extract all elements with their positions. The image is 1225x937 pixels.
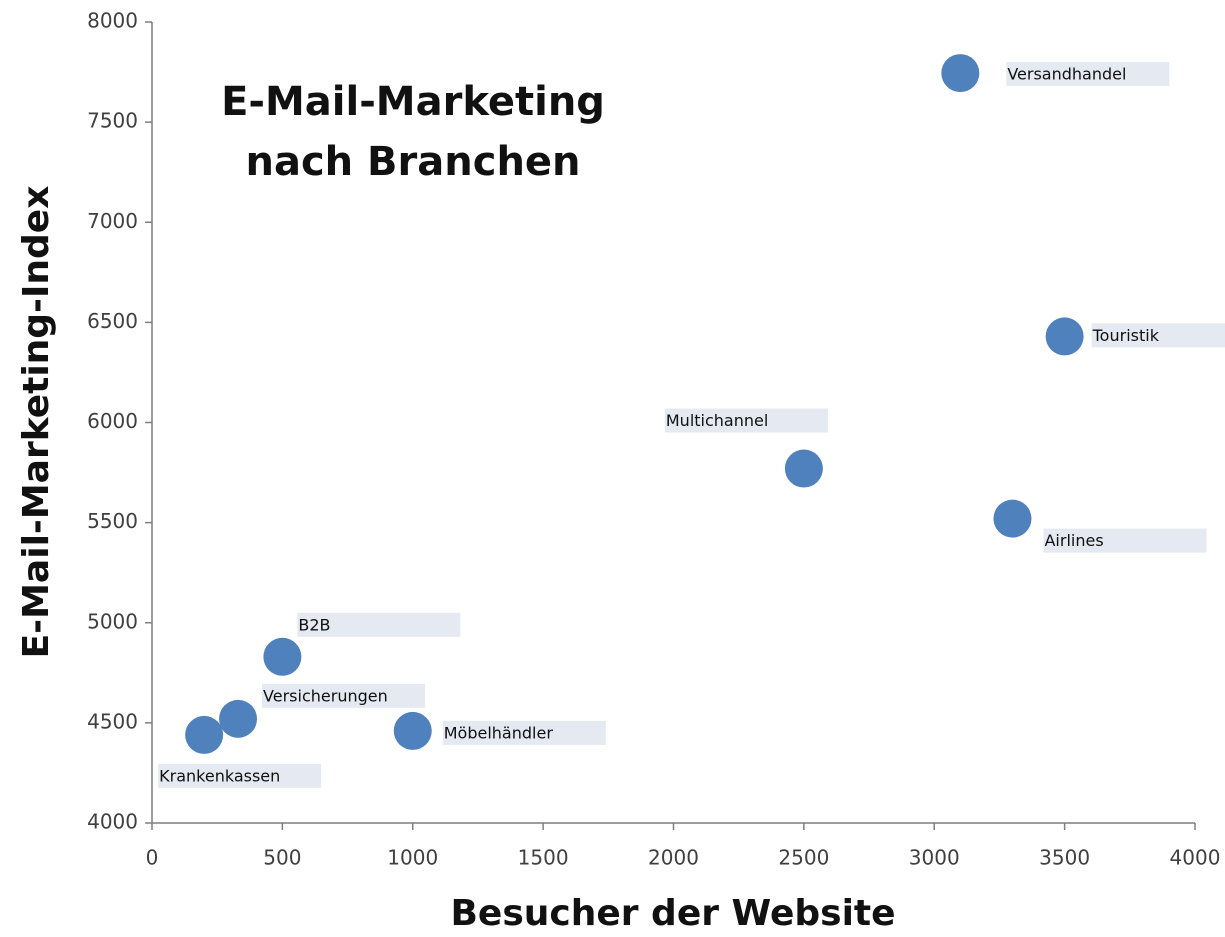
x-tick-label: 2000 bbox=[648, 846, 699, 870]
label-box bbox=[442, 720, 606, 745]
point-label: Touristik bbox=[1092, 326, 1160, 345]
y-tick-label: 7500 bbox=[87, 109, 138, 133]
y-tick-label: 4500 bbox=[87, 709, 138, 733]
data-point bbox=[219, 699, 258, 738]
y-tick-label: 7000 bbox=[87, 209, 138, 233]
y-tick-label: 6500 bbox=[87, 309, 138, 333]
x-axis-title: Besucher der Website bbox=[450, 893, 895, 934]
label-box bbox=[1043, 528, 1207, 553]
label-box bbox=[1006, 62, 1170, 87]
y-axis-title: E-Mail-Marketing-Index bbox=[16, 186, 57, 659]
point-label: Versicherungen bbox=[263, 686, 388, 705]
data-point bbox=[1045, 317, 1084, 356]
label-box bbox=[664, 408, 828, 433]
label-box bbox=[158, 763, 322, 788]
point-label: B2B bbox=[298, 615, 330, 634]
point-label: Versandhandel bbox=[1007, 65, 1126, 84]
x-tick-label: 500 bbox=[263, 846, 301, 870]
data-point bbox=[393, 711, 432, 750]
point-label: Multichannel bbox=[666, 411, 768, 430]
y-tick-label: 6000 bbox=[87, 409, 138, 433]
data-point bbox=[784, 449, 823, 488]
data-point bbox=[263, 637, 302, 676]
y-tick-label: 4000 bbox=[87, 810, 138, 834]
x-tick-label: 1000 bbox=[387, 846, 438, 870]
label-box bbox=[262, 683, 426, 708]
x-tick-label: 1500 bbox=[518, 846, 569, 870]
point-label: Möbelhändler bbox=[444, 723, 554, 742]
data-point bbox=[993, 499, 1032, 538]
y-tick-label: 5000 bbox=[87, 609, 138, 633]
x-tick-label: 2500 bbox=[778, 846, 829, 870]
label-box bbox=[1091, 323, 1225, 348]
data-point bbox=[185, 715, 224, 754]
label-box bbox=[297, 612, 461, 637]
x-tick-label: 4000 bbox=[1170, 846, 1221, 870]
y-tick-label: 5500 bbox=[87, 509, 138, 533]
y-tick-label: 8000 bbox=[87, 9, 138, 33]
point-label: Airlines bbox=[1044, 531, 1103, 550]
x-tick-label: 3500 bbox=[1039, 846, 1090, 870]
x-tick-label: 3000 bbox=[909, 846, 960, 870]
point-label: Krankenkassen bbox=[159, 766, 280, 785]
chart-title: E-Mail-Marketing nach Branchen bbox=[221, 79, 605, 185]
x-tick-label: 0 bbox=[146, 846, 159, 870]
data-point bbox=[941, 54, 980, 93]
